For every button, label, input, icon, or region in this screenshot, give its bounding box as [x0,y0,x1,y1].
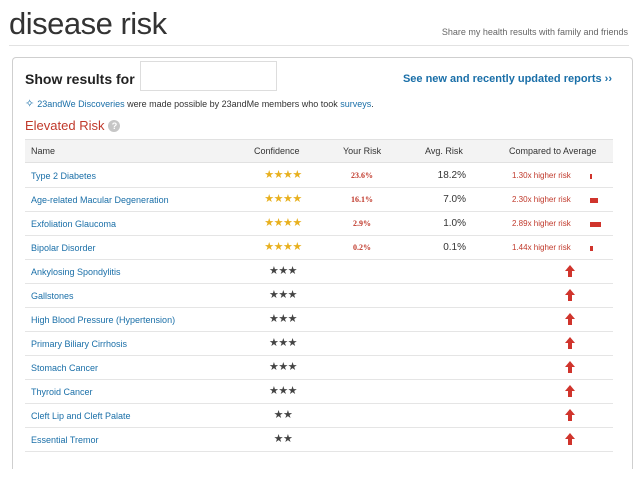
condition-link[interactable]: Gallstones [31,291,74,301]
see-new-reports-link[interactable]: See new and recently updated reports ›› [402,73,612,85]
condition-link[interactable]: Ankylosing Spondylitis [31,267,121,277]
show-results-label: Show results for [25,71,135,87]
discoveries-text: were made possible by 23andMe members wh… [124,99,341,109]
your-risk-value: 2.9% [353,219,371,228]
condition-link[interactable]: Cleft Lip and Cleft Palate [31,411,131,421]
confidence-stars: ★★★ [268,313,298,325]
user-select-box[interactable] [140,61,277,91]
title-divider [9,45,629,46]
share-results-link[interactable]: Share my health results with family and … [441,27,628,37]
risk-bar [590,198,598,203]
up-arrow-icon [565,361,575,373]
header-avg-risk[interactable]: Avg. Risk [425,146,463,156]
header-compared[interactable]: Compared to Average [509,146,597,156]
header-your-risk[interactable]: Your Risk [343,146,382,156]
confidence-stars: ★★★ [268,265,298,277]
confidence-stars: ★★★ [268,361,298,373]
surveys-link[interactable]: surveys [340,99,372,109]
table-row[interactable]: Bipolar Disorder ★★★★ 0.2% 0.1% 1.44x higher… [25,236,613,260]
table-row[interactable]: Age-related Macular Degeneration ★★★★ 16.1… [25,188,613,212]
up-arrow-icon [565,265,575,277]
page-title: disease risk [9,6,167,41]
condition-link[interactable]: Essential Tremor [31,435,99,445]
risk-bar [590,246,593,251]
confidence-stars: ★★★★ [264,217,302,229]
risk-bar [590,222,601,227]
your-risk-value: 23.6% [351,171,373,180]
up-arrow-icon [565,337,575,349]
confidence-stars: ★★★ [268,337,298,349]
header-name[interactable]: Name [31,146,56,156]
help-icon[interactable]: ? [108,120,121,132]
header-confidence[interactable]: Confidence [254,146,300,156]
table-row[interactable]: Cleft Lip and Cleft Palate ★★ [25,404,613,428]
your-risk-value: 0.2% [353,243,371,252]
table-row[interactable]: Exfoliation Glaucoma ★★★★ 2.9% 1.0% 2.89x hi… [25,212,613,236]
condition-link[interactable]: Age-related Macular Degeneration [31,195,169,205]
table-row[interactable]: Gallstones ★★★ [25,284,613,308]
table-row[interactable]: Ankylosing Spondylitis ★★★ [25,260,613,284]
condition-link[interactable]: Exfoliation Glaucoma [31,219,117,229]
table-row[interactable]: High Blood Pressure (Hypertension) ★★★ [25,308,613,332]
confidence-stars: ★★★★ [264,241,302,253]
confidence-stars: ★★★ [268,289,298,301]
confidence-stars: ★★ [273,433,293,445]
section-title: Elevated Risk? [25,118,121,133]
avg-risk-value: 1.0% [443,218,466,229]
risk-bar [590,174,592,179]
avg-risk-value: 0.1% [443,242,466,253]
condition-link[interactable]: Type 2 Diabetes [31,171,97,181]
results-panel: Show results for See new and recently up… [12,57,633,469]
compared-text: 1.44x higher risk [512,243,571,252]
discoveries-link[interactable]: 23andWe Discoveries [37,99,125,109]
your-risk-value: 16.1% [351,195,373,204]
compared-text: 2.30x higher risk [512,195,571,204]
discoveries-end: . [371,99,374,109]
condition-link[interactable]: High Blood Pressure (Hypertension) [31,315,176,325]
sparkle-icon: ✧ [25,98,35,110]
table-row[interactable]: Essential Tremor ★★ [25,428,613,452]
up-arrow-icon [565,289,575,301]
up-arrow-icon [565,433,575,445]
compared-text: 1.30x higher risk [512,171,571,180]
condition-link[interactable]: Stomach Cancer [31,363,99,373]
confidence-stars: ★★★ [268,385,298,397]
table-row[interactable]: Thyroid Cancer ★★★ [25,380,613,404]
table-row[interactable]: Stomach Cancer ★★★ [25,356,613,380]
condition-link[interactable]: Primary Biliary Cirrhosis [31,339,128,349]
up-arrow-icon [565,313,575,325]
confidence-stars: ★★ [273,409,293,421]
table-header: Name Confidence Your Risk Avg. Risk Comp… [25,139,613,163]
avg-risk-value: 7.0% [443,194,466,205]
compared-text: 2.89x higher risk [512,219,571,228]
table-row[interactable]: Primary Biliary Cirrhosis ★★★ [25,332,613,356]
confidence-stars: ★★★★ [264,193,302,205]
up-arrow-icon [565,409,575,421]
condition-link[interactable]: Thyroid Cancer [31,387,93,397]
avg-risk-value: 18.2% [437,170,466,181]
up-arrow-icon [565,385,575,397]
table-row[interactable]: Type 2 Diabetes ★★★★ 23.6% 18.2% 1.30x highe… [25,164,613,188]
confidence-stars: ★★★★ [264,169,302,181]
discoveries-note: ✧ 23andWe Discoveries were made possible … [25,97,374,110]
section-title-text: Elevated Risk [25,118,105,133]
condition-link[interactable]: Bipolar Disorder [31,243,96,253]
